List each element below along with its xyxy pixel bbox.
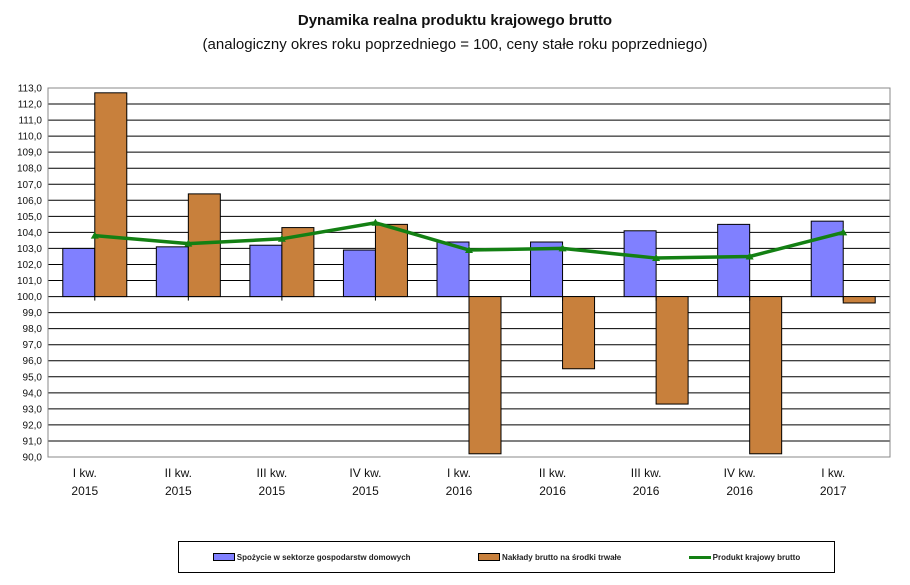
y-tick-label: 106,0 — [17, 196, 42, 207]
y-tick-label: 97,0 — [23, 340, 43, 351]
marker-gdp — [745, 252, 754, 260]
y-tick-label: 90,0 — [23, 453, 43, 464]
plot-border — [47, 87, 891, 458]
bar-investment — [187, 193, 221, 298]
y-tick-label: 104,0 — [17, 228, 42, 239]
marker-gdp — [277, 234, 286, 242]
marker-gdp — [558, 244, 567, 252]
bar-investment — [468, 296, 502, 455]
x-tick-label: IV kw. — [349, 466, 381, 480]
bar-consumption — [62, 247, 96, 298]
x-tick-label: I kw. — [447, 466, 471, 480]
legend-label: Nakłady brutto na środki trwałe — [502, 552, 622, 562]
bar-investment — [842, 296, 876, 304]
marker-gdp — [184, 239, 193, 247]
x-tick-label: 2015 — [352, 484, 379, 498]
y-tick-label: 108,0 — [17, 164, 42, 175]
legend-swatch — [478, 553, 501, 561]
y-tick-label: 96,0 — [23, 356, 43, 367]
legend-item-investment: Nakłady brutto na środki trwałe — [478, 553, 621, 562]
marker-gdp — [465, 246, 473, 254]
y-tick-label: 101,0 — [17, 276, 42, 287]
marker-gdp — [371, 218, 380, 226]
bar-investment — [562, 296, 596, 370]
x-tick-label: III kw. — [631, 466, 662, 480]
y-tick-label: 93,0 — [23, 404, 43, 415]
bar-investment — [374, 223, 408, 298]
y-tick-label: 92,0 — [23, 420, 43, 431]
x-tick-label: 2015 — [71, 484, 98, 498]
x-tick-label: II kw. — [165, 466, 192, 480]
y-tick-label: 105,0 — [17, 212, 42, 223]
y-tick-label: 95,0 — [23, 372, 43, 383]
marker-gdp — [652, 254, 661, 262]
y-tick-label: 94,0 — [23, 388, 43, 399]
legend-label: Spożycie w sektorze gospodarstw domowych — [236, 552, 411, 562]
y-tick-label: 111,0 — [18, 116, 42, 127]
x-tick-label: I kw. — [73, 466, 97, 480]
y-tick-label: 103,0 — [17, 244, 42, 255]
y-tick-label: 112,0 — [18, 100, 43, 111]
marker-gdp — [90, 231, 99, 239]
x-tick-label: 2016 — [726, 484, 753, 498]
bar-consumption — [623, 230, 657, 298]
x-tick-label: 2015 — [259, 484, 286, 498]
chart-subtitle: (analogiczny okres roku poprzedniego = 1… — [202, 36, 708, 53]
chart-title: Dynamika realna produktu krajowego brutt… — [297, 12, 613, 29]
x-tick-label: II kw. — [539, 466, 566, 480]
y-tick-label: 91,0 — [23, 436, 43, 447]
x-tick-label: 2015 — [165, 484, 192, 498]
bar-consumption — [530, 241, 564, 298]
bar-consumption — [155, 246, 189, 298]
y-tick-label: 107,0 — [17, 180, 42, 191]
legend: Spożycie w sektorze gospodarstw domowych… — [178, 541, 835, 573]
x-tick-label: III kw. — [257, 466, 288, 480]
bar-investment — [94, 92, 128, 298]
bar-consumption — [249, 244, 283, 298]
legend-label: Produkt krajowy brutto — [712, 552, 801, 562]
y-tick-label: 109,0 — [17, 148, 42, 159]
y-tick-label: 113,0 — [18, 84, 43, 95]
x-tick-label: I kw. — [821, 466, 845, 480]
x-tick-label: 2016 — [446, 484, 473, 498]
y-tick-label: 102,0 — [17, 260, 42, 271]
x-tick-label: 2016 — [633, 484, 660, 498]
legend-swatch — [212, 553, 235, 561]
x-tick-label: IV kw. — [724, 466, 756, 480]
bar-consumption — [342, 249, 376, 298]
bar-investment — [655, 296, 689, 405]
x-tick-label: 2017 — [820, 484, 847, 498]
y-tick-label: 99,0 — [23, 308, 43, 319]
legend-item-gdp: Produkt krajowy brutto — [688, 552, 801, 562]
bar-consumption — [717, 223, 751, 298]
chart-plot: 90,0 91,0 92,0 93,0 94,0 95,0 96,0 97,0 98,0 99,0… — [17, 84, 891, 498]
bar-investment — [749, 296, 783, 455]
legend-item-consumption: Spożycie w sektorze gospodarstw domowych — [212, 552, 411, 562]
y-tick-label: 98,0 — [23, 324, 43, 335]
bar-consumption — [436, 241, 470, 298]
x-tick-label: 2016 — [539, 484, 566, 498]
legend-line — [688, 555, 711, 559]
marker-gdp — [839, 228, 848, 236]
y-tick-label: 100,0 — [17, 292, 42, 303]
y-tick-label: 110,0 — [18, 132, 43, 143]
